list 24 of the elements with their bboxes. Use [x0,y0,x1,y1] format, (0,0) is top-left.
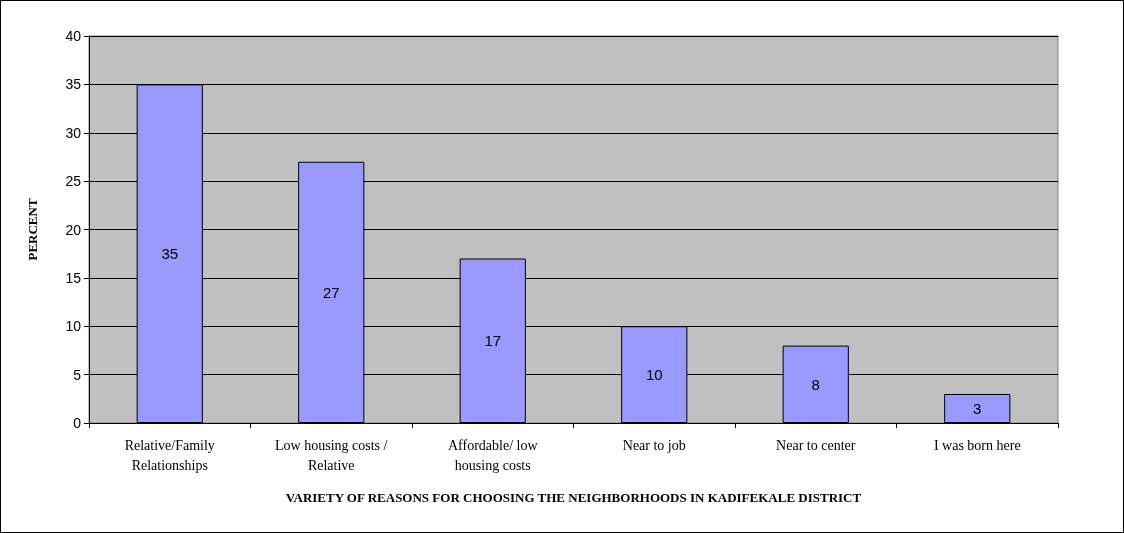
x-axis-title: VARIETY OF REASONS FOR CHOOSING THE NEIGHBORHOODS IN KADIFEKALE DISTRICT [285,490,862,505]
data-label: 17 [484,332,502,350]
x-tick-label: Affordable/ low housing costs [447,437,539,473]
y-tick-label: 30 [65,124,82,141]
y-tick-label: 10 [65,318,82,335]
y-axis-title: PERCENT [25,198,40,261]
x-tick-label: Relative/Family Relationships [124,437,215,473]
y-tick-label: 15 [65,269,82,286]
data-label: 10 [645,366,663,384]
y-tick-label: 40 [65,28,82,44]
y-tick-label: 35 [65,76,82,93]
data-label: 35 [161,245,179,263]
x-tick-label: Near to job [622,437,686,453]
x-tick-label: Low housing costs / Relative [275,437,388,473]
bar [944,393,1011,423]
y-tick-label: 20 [65,221,82,238]
y-tick-label: 5 [73,366,82,383]
data-label: 3 [973,399,982,417]
data-label: 8 [811,375,820,393]
x-tick-label: I was born here [933,437,1021,453]
data-label: 27 [322,283,340,301]
y-tick-label: 25 [65,173,82,190]
x-tick-label: Near to center [776,437,856,453]
y-tick-label: 0 [73,415,82,431]
